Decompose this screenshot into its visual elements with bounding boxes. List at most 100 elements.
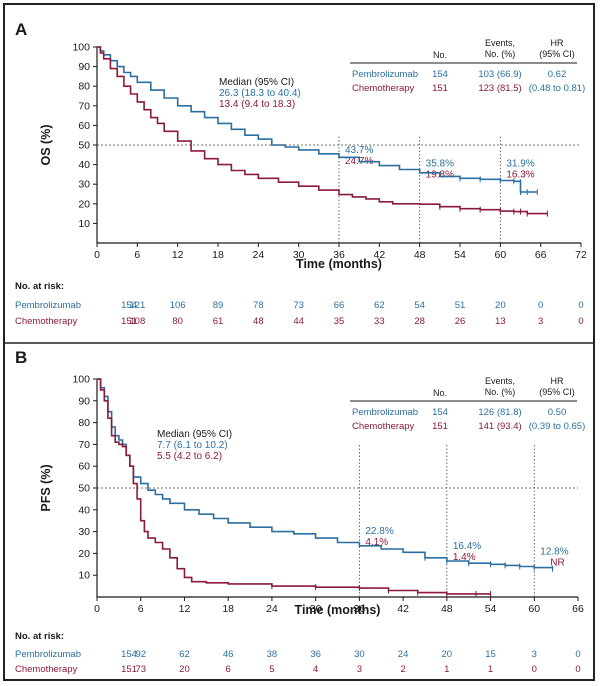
x-tick-label: 18 <box>212 249 224 261</box>
risk-value: 78 <box>253 300 264 311</box>
y-tick-label: 10 <box>78 218 90 230</box>
risk-value: 3 <box>357 664 362 675</box>
y-tick-label: 80 <box>78 417 90 429</box>
risk-value: 44 <box>293 316 304 327</box>
x-tick-label: 66 <box>535 249 547 261</box>
risk-value: 24 <box>398 649 409 660</box>
x-tick-label: 54 <box>485 603 497 615</box>
landmark-pembro-60: 12.8% <box>540 546 568 557</box>
hr-table-row-name: Chemotherapy <box>352 421 415 432</box>
risk-value: 2 <box>400 664 405 675</box>
hr-table-row-events: 126 (81.8) <box>478 407 521 418</box>
km-curve-pembrolizumab <box>97 378 554 569</box>
x-tick-label: 60 <box>528 603 540 615</box>
risk-row-name: Chemotherapy <box>15 664 78 675</box>
hr-table-header: (95% CI) <box>539 49 575 59</box>
risk-value: 92 <box>135 649 146 660</box>
risk-value: 0 <box>578 316 583 327</box>
landmark-chemo-36: 4.1% <box>365 537 388 548</box>
risk-value: 106 <box>170 300 186 311</box>
risk-value: 1 <box>488 664 493 675</box>
y-tick-label: 60 <box>78 120 90 132</box>
x-tick-label: 42 <box>373 249 385 261</box>
x-tick-label: 42 <box>397 603 409 615</box>
hr-table-row-name: Chemotherapy <box>352 83 415 94</box>
y-tick-label: 90 <box>78 395 90 407</box>
median-box-pembro: 7.7 (6.1 to 10.2) <box>157 440 228 451</box>
risk-value: 80 <box>172 316 183 327</box>
x-tick-label: 36 <box>354 603 366 615</box>
risk-value: 15 <box>485 649 496 660</box>
landmark-pembro-48: 35.8% <box>426 159 454 170</box>
y-tick-label: 30 <box>78 179 90 191</box>
hr-table-row-events: 141 (93.4) <box>478 421 521 432</box>
landmark-pembro-36: 43.7% <box>345 145 373 156</box>
median-box-title: Median (95% CI) <box>157 429 232 440</box>
risk-value: 13 <box>495 316 506 327</box>
risk-value: 35 <box>334 316 345 327</box>
landmark-pembro-60: 31.9% <box>506 159 534 170</box>
hr-table-header: Events, <box>485 38 515 48</box>
hr-table-row-no: 154 <box>432 69 448 80</box>
y-tick-label: 100 <box>72 42 90 54</box>
risk-value: 38 <box>267 649 278 660</box>
risk-row-name: Pembrolizumab <box>15 649 81 660</box>
hr-table-row-hr: (0.48 to 0.81) <box>529 83 586 94</box>
risk-table-title: No. at risk: <box>15 281 64 292</box>
y-tick-label: 10 <box>78 570 90 582</box>
km-curve-pembrolizumab <box>97 46 538 193</box>
x-tick-label: 24 <box>266 603 278 615</box>
landmark-chemo-48: 1.4% <box>453 552 476 563</box>
median-box-pembro: 26.3 (18.3 to 40.4) <box>219 88 301 99</box>
risk-value: 121 <box>129 300 145 311</box>
risk-value: 28 <box>414 316 425 327</box>
risk-value: 62 <box>374 300 385 311</box>
risk-value: 0 <box>532 664 537 675</box>
risk-value: 51 <box>455 300 466 311</box>
risk-value: 151 <box>121 664 137 675</box>
x-tick-label: 0 <box>94 249 100 261</box>
y-tick-label: 20 <box>78 548 90 560</box>
risk-value: 48 <box>253 316 264 327</box>
x-tick-label: 12 <box>179 603 191 615</box>
hr-table-row-events: 103 (66.9) <box>478 69 521 80</box>
risk-value: 66 <box>334 300 345 311</box>
hr-table-header: Events, <box>485 376 515 386</box>
figure-frame: A 10 20 30 40 50 60 70 80 90 100 0 6 12 18 24 30 36 42 48 54… <box>3 3 595 681</box>
risk-value: 62 <box>179 649 190 660</box>
risk-value: 73 <box>293 300 304 311</box>
risk-value: 30 <box>354 649 365 660</box>
x-tick-label: 30 <box>293 249 305 261</box>
km-curve-chemotherapy <box>97 378 491 595</box>
y-axis-label: PFS (%) <box>39 464 53 511</box>
x-tick-label: 48 <box>414 249 426 261</box>
risk-value: 1 <box>444 664 449 675</box>
x-tick-label: 12 <box>172 249 184 261</box>
hr-table-row-events: 123 (81.5) <box>478 83 521 94</box>
x-tick-label: 72 <box>575 249 587 261</box>
median-box-chemo: 13.4 (9.4 to 18.3) <box>219 99 295 110</box>
hr-table-header: (95% CI) <box>539 387 575 397</box>
x-tick-label: 66 <box>572 603 584 615</box>
y-axis-label: OS (%) <box>39 125 53 166</box>
hr-table-header: HR <box>551 376 564 386</box>
risk-value: 0 <box>578 300 583 311</box>
y-tick-label: 70 <box>78 439 90 451</box>
landmark-pembro-36: 22.8% <box>365 526 393 537</box>
hr-table-header: No. <box>433 50 447 60</box>
risk-value: 26 <box>455 316 466 327</box>
hr-table-row-name: Pembrolizumab <box>352 69 418 80</box>
hr-table-row-hr: 0.50 <box>548 407 567 418</box>
risk-row-name: Pembrolizumab <box>15 300 81 311</box>
risk-value: 36 <box>310 649 321 660</box>
landmark-pembro-48: 16.4% <box>453 541 481 552</box>
x-tick-label: 18 <box>222 603 234 615</box>
x-tick-label: 60 <box>494 249 506 261</box>
median-box-title: Median (95% CI) <box>219 77 294 88</box>
x-tick-label: 6 <box>138 603 144 615</box>
x-tick-label: 36 <box>333 249 345 261</box>
y-tick-label: 20 <box>78 198 90 210</box>
y-tick-label: 40 <box>78 159 90 171</box>
hr-table-row-no: 151 <box>432 421 448 432</box>
